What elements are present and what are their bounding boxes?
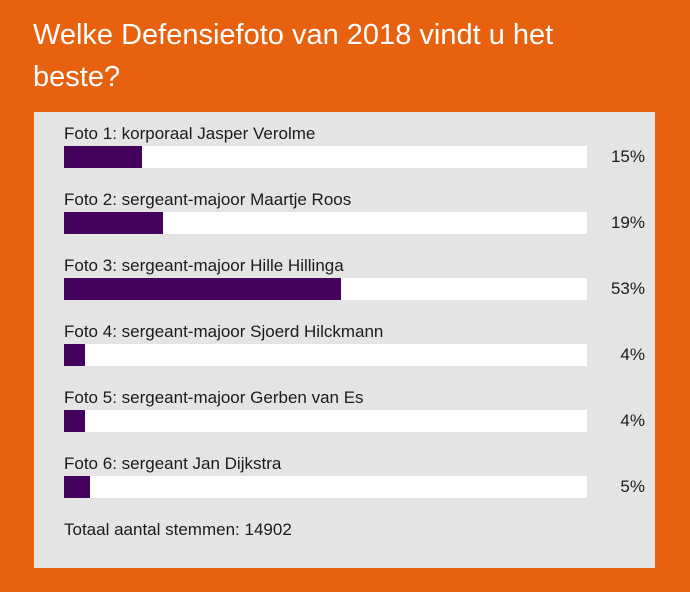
poll-bar-track	[64, 476, 587, 498]
poll-row: Foto 4: sergeant-majoor Sjoerd Hilckmann…	[64, 320, 645, 366]
poll-header: Welke Defensiefoto van 2018 vindt u het …	[0, 0, 690, 98]
poll-percent: 4%	[620, 411, 645, 430]
poll-bar-line: 4%	[64, 344, 645, 366]
poll-row: Foto 2: sergeant-majoor Maartje Roos 19%	[64, 188, 645, 234]
poll-percent: 53%	[610, 279, 645, 298]
poll-title-line-1: Welke Defensiefoto van 2018 vindt u het	[33, 19, 554, 51]
total-votes-label: Totaal aantal stemmen:	[64, 520, 240, 539]
poll-option-label: Foto 6: sergeant Jan Dijkstra	[64, 454, 282, 473]
poll-bar-line: 5%	[64, 476, 645, 498]
poll-option-label: Foto 2: sergeant-majoor Maartje Roos	[64, 190, 352, 209]
poll-title: Welke Defensiefoto van 2018 vindt u het …	[33, 14, 662, 98]
poll-percent: 4%	[620, 345, 645, 364]
poll-option-label: Foto 5: sergeant-majoor Gerben van Es	[64, 388, 364, 407]
poll-option-label: Foto 4: sergeant-majoor Sjoerd Hilckmann	[64, 322, 384, 341]
poll-bar-fill	[64, 278, 342, 300]
poll-percent: 19%	[610, 213, 645, 232]
poll-bar-track	[64, 410, 587, 432]
poll-bar-line: 15%	[64, 146, 645, 168]
poll-bar-track	[64, 344, 587, 366]
poll-percent: 5%	[620, 477, 645, 496]
poll-rows: Foto 1: korporaal Jasper Verolme 15% Fot…	[64, 122, 645, 498]
poll-bar-fill	[64, 212, 164, 234]
poll-bar-fill	[64, 344, 85, 366]
poll-bar-fill	[64, 476, 91, 498]
poll-option-label: Foto 3: sergeant-majoor Hille Hillinga	[64, 256, 344, 275]
total-votes: Totaal aantal stemmen: 14902	[64, 518, 645, 542]
poll-row: Foto 5: sergeant-majoor Gerben van Es 4%	[64, 386, 645, 432]
poll-bar-line: 4%	[64, 410, 645, 432]
poll-bar-line: 19%	[64, 212, 645, 234]
poll-option-label: Foto 1: korporaal Jasper Verolme	[64, 124, 316, 143]
poll-bar-track	[64, 278, 587, 300]
poll-bar-line: 53%	[64, 278, 645, 300]
poll-row: Foto 3: sergeant-majoor Hille Hillinga 5…	[64, 254, 645, 300]
poll-title-line-2: beste?	[33, 61, 121, 93]
poll-bar-track	[64, 212, 587, 234]
poll-results-panel: Foto 1: korporaal Jasper Verolme 15% Fot…	[34, 112, 655, 568]
poll-bar-fill	[64, 410, 85, 432]
poll-bar-fill	[64, 146, 143, 168]
poll-row: Foto 6: sergeant Jan Dijkstra 5%	[64, 452, 645, 498]
poll-row: Foto 1: korporaal Jasper Verolme 15%	[64, 122, 645, 168]
poll-percent: 15%	[610, 147, 645, 166]
total-votes-count: 14902	[244, 520, 292, 539]
poll-bar-track	[64, 146, 587, 168]
